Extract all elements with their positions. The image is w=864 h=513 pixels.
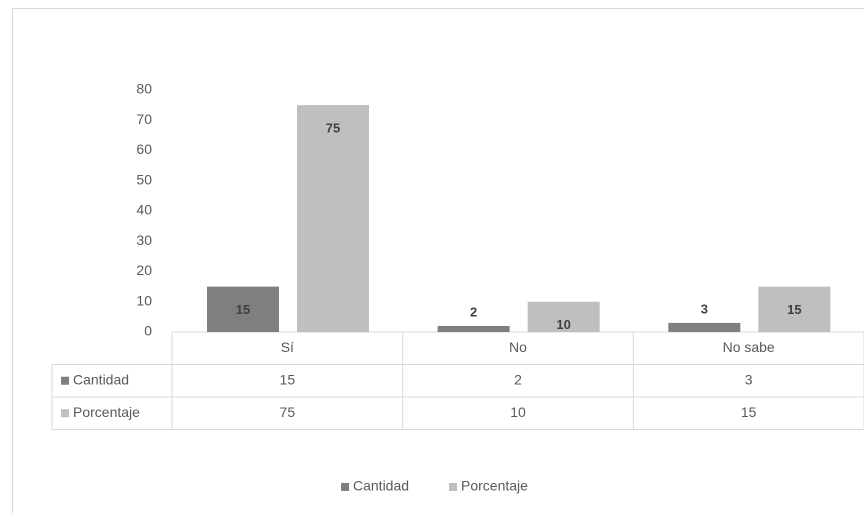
x-tick-label: No sabe [723, 339, 775, 355]
bar [207, 286, 279, 332]
legend-key [449, 483, 457, 491]
y-tick-label: 20 [136, 262, 152, 278]
table-row-label: Cantidad [73, 371, 129, 387]
bar [297, 105, 369, 332]
data-label: 15 [236, 302, 250, 317]
y-tick-label: 80 [136, 81, 152, 97]
data-label: 2 [470, 304, 477, 319]
bar [437, 325, 510, 332]
data-label: 3 [701, 301, 708, 316]
x-tick-label: No [509, 339, 527, 355]
table-legend-key [61, 409, 69, 418]
table-cell: 2 [514, 371, 522, 387]
legend-label: Porcentaje [461, 478, 528, 494]
table-cell: 10 [510, 404, 526, 420]
legend-label: Cantidad [353, 478, 409, 494]
legend-key [341, 483, 349, 491]
y-tick-label: 30 [136, 232, 152, 248]
table-cell: 3 [745, 371, 753, 387]
table-cell: 75 [280, 404, 296, 420]
y-tick-label: 50 [136, 171, 152, 187]
y-tick-label: 40 [136, 202, 152, 218]
x-tick-label: Sí [281, 339, 294, 355]
table-cell: 15 [280, 371, 296, 387]
y-tick-label: 10 [136, 292, 152, 308]
table-cell: 15 [741, 404, 757, 420]
bar [758, 286, 831, 332]
table-row-label: Porcentaje [73, 404, 140, 420]
y-tick-label: 70 [136, 111, 152, 127]
data-label: 15 [787, 302, 801, 317]
table-legend-key [61, 376, 69, 385]
bar [527, 301, 600, 332]
chart-frame [12, 8, 864, 513]
bar [668, 322, 741, 332]
data-label: 75 [326, 121, 340, 136]
y-tick-label: 0 [144, 323, 152, 339]
y-tick-label: 60 [136, 141, 152, 157]
data-label: 10 [556, 317, 570, 332]
